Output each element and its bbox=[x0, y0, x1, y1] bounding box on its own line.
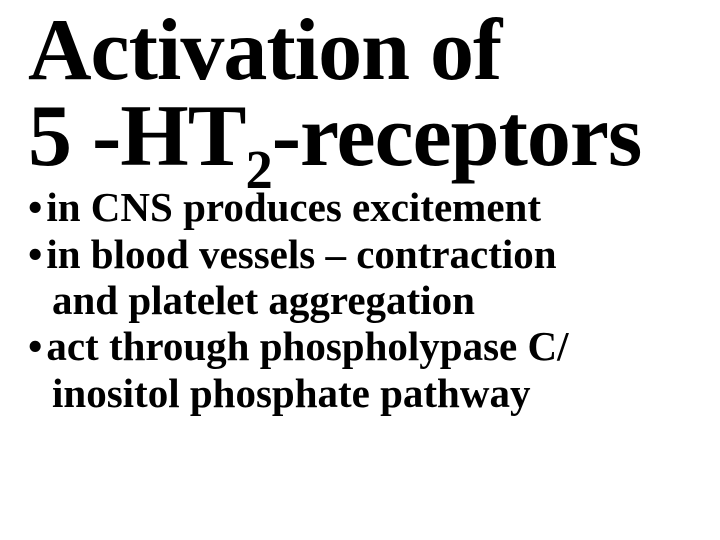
bullet-text: in CNS produces excitement bbox=[46, 184, 541, 230]
bullet-item: •in CNS produces excitement bbox=[28, 184, 700, 230]
bullet-marker: • bbox=[28, 323, 46, 369]
title-line-1: Activation of bbox=[28, 2, 501, 99]
title-line-2-pre: 5 -HT bbox=[28, 88, 245, 185]
bullet-marker: • bbox=[28, 184, 46, 230]
bullet-marker: • bbox=[28, 231, 46, 277]
bullet-list: •in CNS produces excitement •in blood ve… bbox=[28, 184, 700, 416]
bullet-continuation: and platelet aggregation bbox=[28, 277, 700, 323]
slide-title: Activation of 5 -HT2-receptors bbox=[28, 8, 700, 180]
bullet-text: act through phospholypase C/ bbox=[46, 323, 568, 369]
title-subscript: 2 bbox=[245, 139, 271, 200]
bullet-continuation: inositol phosphate pathway bbox=[28, 370, 700, 416]
bullet-item: •act through phospholypase C/ bbox=[28, 323, 700, 369]
bullet-text: inositol phosphate pathway bbox=[52, 370, 530, 416]
title-line-2-post: -receptors bbox=[272, 88, 642, 185]
bullet-item: •in blood vessels – contraction bbox=[28, 231, 700, 277]
bullet-text: in blood vessels – contraction bbox=[46, 231, 556, 277]
bullet-text: and platelet aggregation bbox=[52, 277, 475, 323]
slide: Activation of 5 -HT2-receptors •in CNS p… bbox=[0, 0, 720, 540]
